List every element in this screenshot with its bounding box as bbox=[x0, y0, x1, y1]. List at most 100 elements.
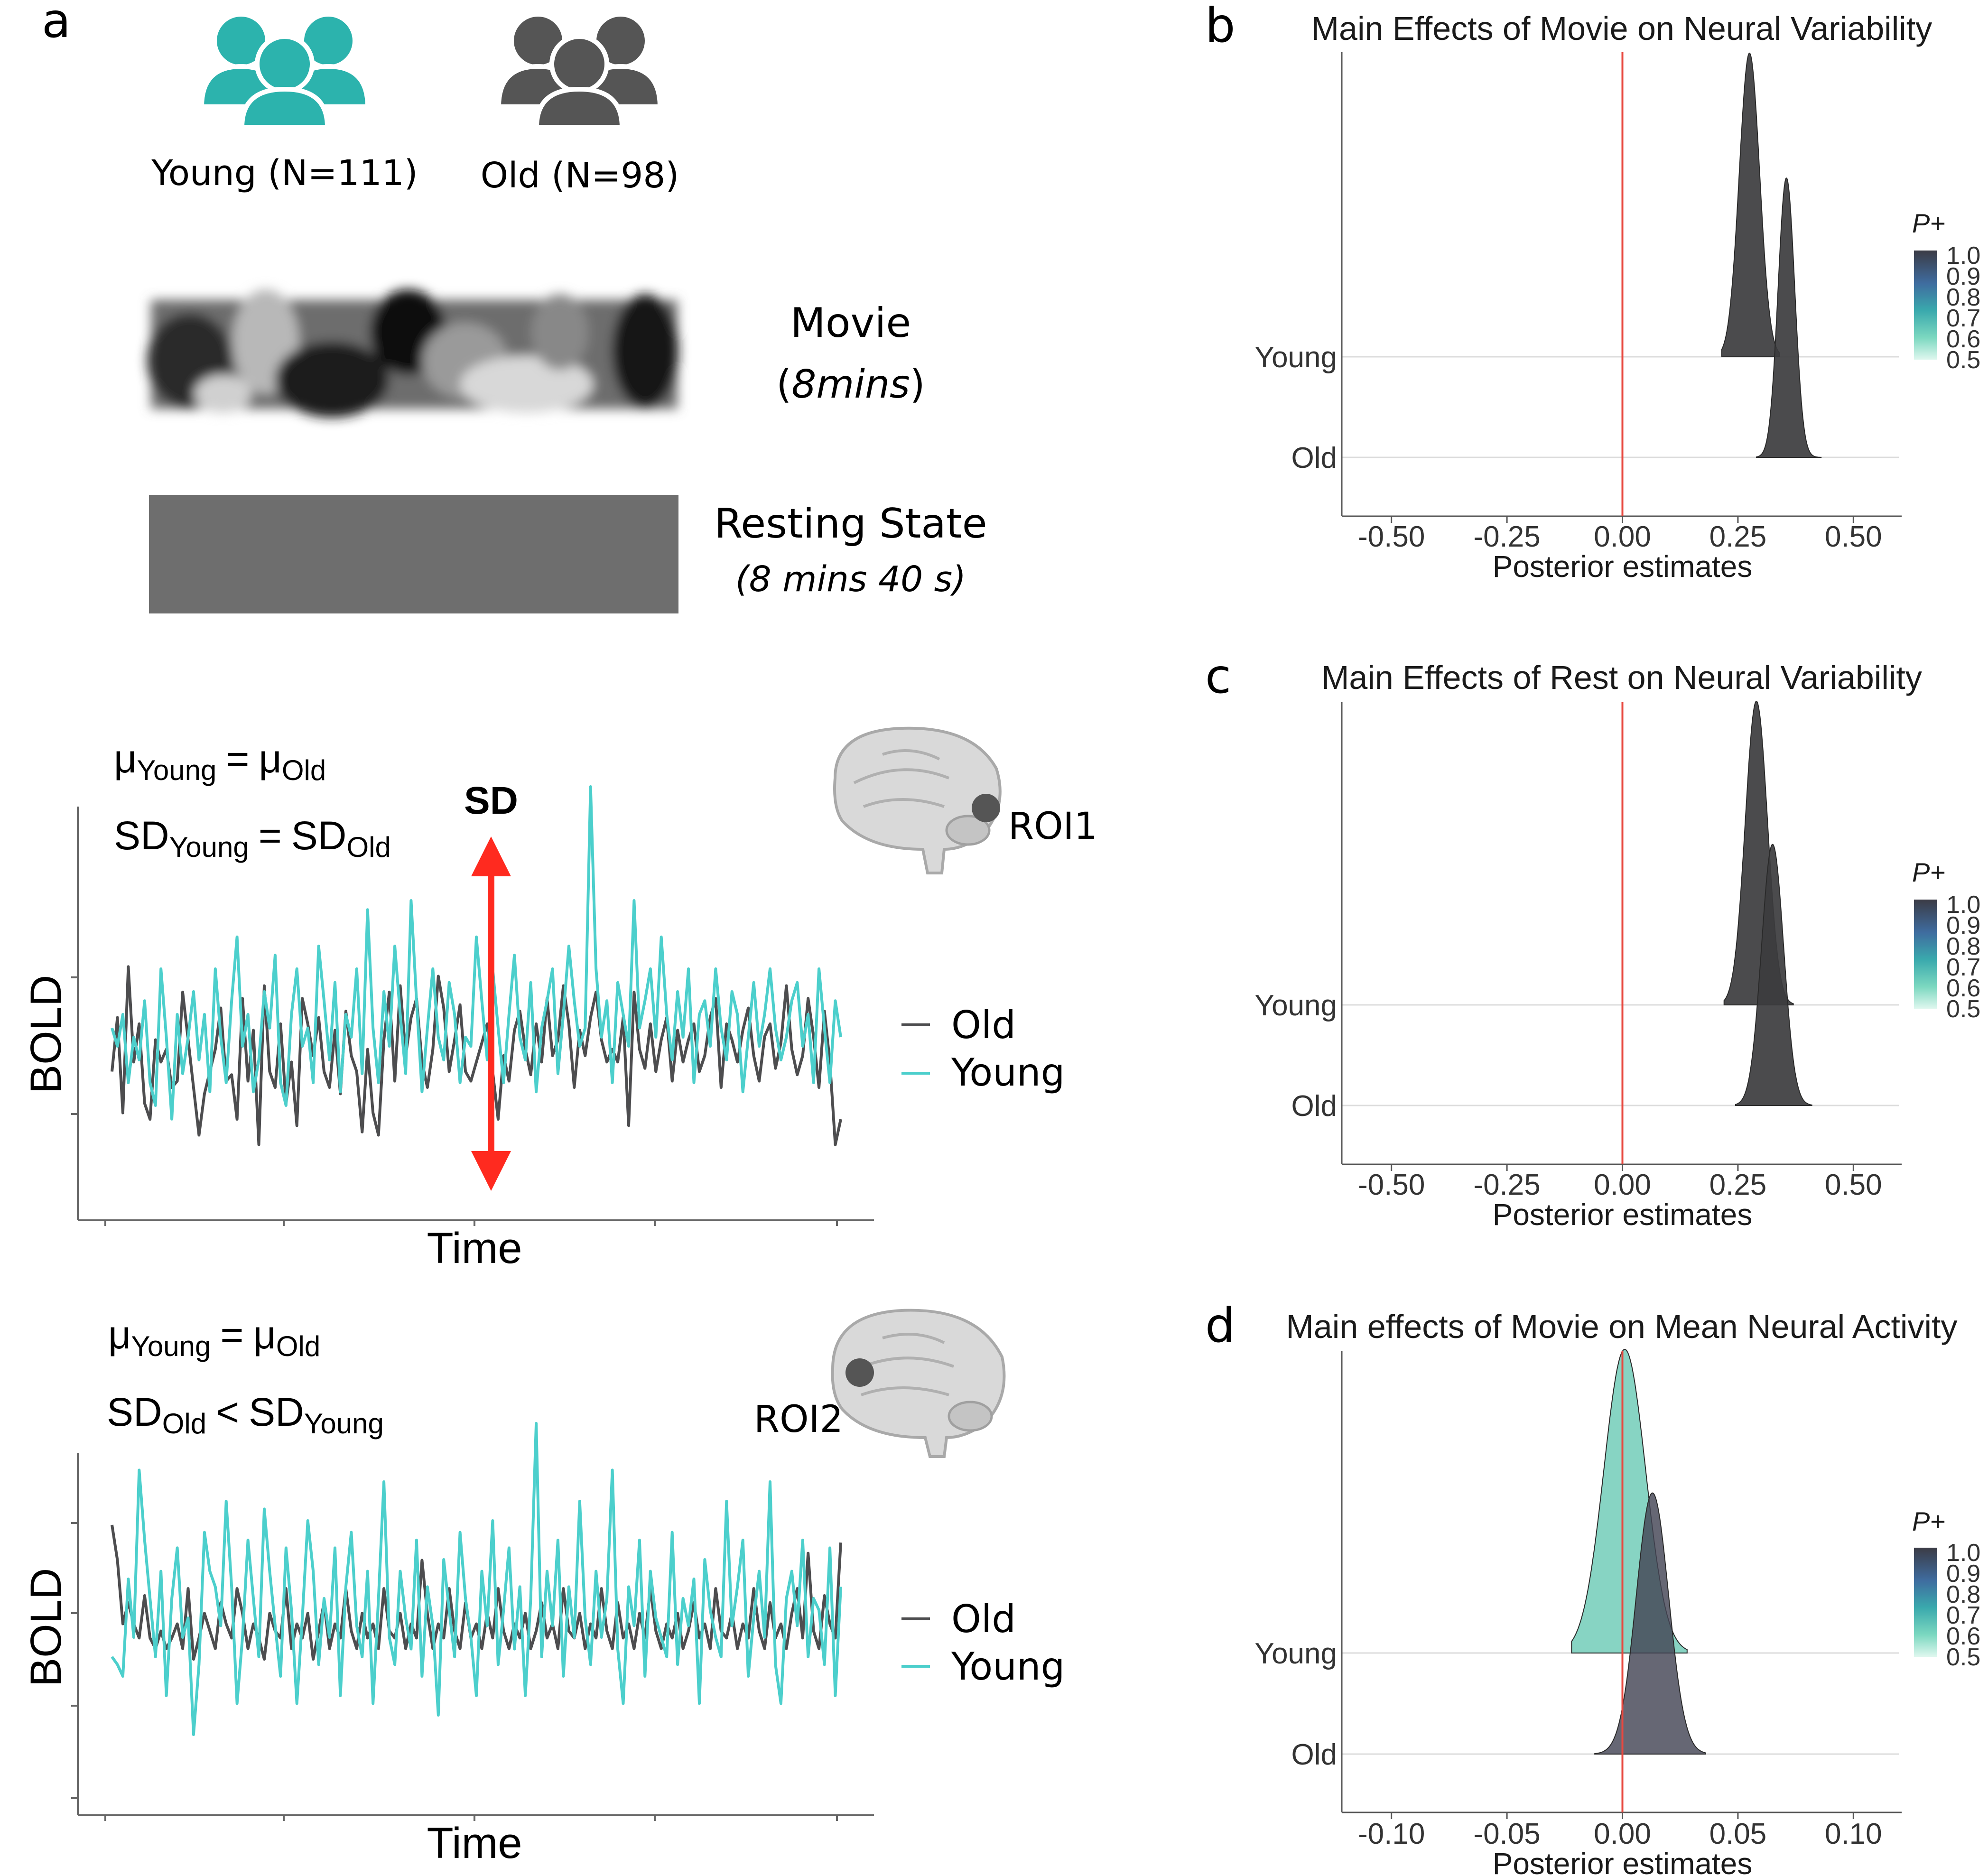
chart-d-ylabel-old: Old bbox=[1291, 1738, 1337, 1771]
roi2-mu-sym-left: μ bbox=[108, 1312, 131, 1357]
roi2-sd-rel: < bbox=[216, 1390, 239, 1434]
roi2-legend-old-label: Old bbox=[951, 1597, 1016, 1641]
roi2-legend-young-label: Young bbox=[951, 1644, 1065, 1689]
chart-d-xlabel: Posterior estimates bbox=[1493, 1847, 1753, 1876]
rest-condition-bar bbox=[149, 495, 678, 613]
chart-d-title: Main effects of Movie on Mean Neural Act… bbox=[1286, 1308, 1958, 1345]
panel-a-letter: a bbox=[42, 0, 71, 48]
chart-d-legend-tick-5: 0.5 bbox=[1946, 1644, 1980, 1671]
chart-d-legend-tick-1: 0.9 bbox=[1946, 1560, 1980, 1588]
roi2-mu-sub-right: Old bbox=[276, 1330, 320, 1362]
chart-b-legend-tick-0: 1.0 bbox=[1946, 242, 1980, 269]
chart-b-xtick-label-3: 0.25 bbox=[1709, 520, 1767, 553]
people-icon-young bbox=[199, 12, 371, 130]
chart-b-ylabel-young: Young bbox=[1254, 341, 1337, 374]
chart-c-density-old bbox=[1735, 844, 1812, 1106]
chart-b-legend-tick-4: 0.6 bbox=[1946, 325, 1980, 353]
roi2-young-line bbox=[111, 1422, 842, 1736]
chart-c-xtick-label-4: 0.50 bbox=[1825, 1169, 1882, 1201]
chart-d-ylabel-young: Young bbox=[1254, 1637, 1337, 1670]
chart-b-legend-tick-3: 0.7 bbox=[1946, 305, 1980, 332]
panel-b: b Main Effects of Movie on Neural Variab… bbox=[1205, 0, 1980, 584]
chart-c-xtick-label-3: 0.25 bbox=[1709, 1169, 1767, 1201]
chart-c-legend-tick-2: 0.8 bbox=[1946, 933, 1980, 960]
chart-c-xtick-label-1: -0.25 bbox=[1473, 1169, 1540, 1201]
chart-b-ylabel-old: Old bbox=[1291, 442, 1337, 474]
chart-b-title: Main Effects of Movie on Neural Variabil… bbox=[1311, 10, 1932, 47]
chart-c-legend-tick-4: 0.6 bbox=[1946, 975, 1980, 1002]
chart-c-xtick-label-0: -0.50 bbox=[1358, 1169, 1425, 1201]
panel-d: d Main effects of Movie on Mean Neural A… bbox=[1205, 1298, 1980, 1876]
group-label-old: Old (N=98) bbox=[481, 155, 679, 196]
chart-b-xtick-label-4: 0.50 bbox=[1825, 520, 1882, 553]
chart-b-density-young bbox=[1721, 52, 1780, 357]
chart-c-ylabel-young: Young bbox=[1254, 989, 1337, 1022]
roi2-xlabel: Time bbox=[427, 1819, 522, 1867]
roi2-sd-right: SD bbox=[249, 1390, 304, 1434]
roi1-mu-sym-right: μ bbox=[259, 736, 281, 781]
chart-d-xtick-label-1: -0.05 bbox=[1473, 1818, 1540, 1850]
chart-d-density-old bbox=[1594, 1492, 1706, 1755]
roi1-mu-sym-left: μ bbox=[114, 736, 137, 781]
chart-b-xtick-label-1: -0.25 bbox=[1473, 520, 1540, 553]
roi2-ylabel: BOLD bbox=[22, 1568, 70, 1687]
brain-icon-roi1 bbox=[833, 726, 1002, 874]
brain-icon-roi2 bbox=[831, 1309, 1006, 1458]
chart-c-legend-tick-0: 1.0 bbox=[1946, 891, 1980, 919]
roi1-sd-left: SD bbox=[114, 813, 169, 858]
chart-c-legend-tick-3: 0.7 bbox=[1946, 954, 1980, 981]
panel-b-letter: b bbox=[1205, 0, 1235, 53]
roi1-sd-sub-right: Old bbox=[346, 831, 390, 863]
roi1-axis-ticks bbox=[71, 976, 838, 1226]
panel-c: c Main Effects of Rest on Neural Variabi… bbox=[1205, 649, 1980, 1232]
chart-b-legend-tick-2: 0.8 bbox=[1946, 284, 1980, 311]
roi1-sd-equation: SDYoung = SDOld bbox=[114, 813, 391, 863]
roi1-mu-equation: μYoung = μOld bbox=[114, 736, 326, 786]
movie-paren-close: ) bbox=[910, 362, 925, 407]
chart-c-legend-tick-5: 0.5 bbox=[1946, 995, 1980, 1023]
ridgeline-chart-c: Main Effects of Rest on Neural Variabili… bbox=[1254, 659, 1980, 1232]
chart-d-xtick-label-0: -0.10 bbox=[1358, 1818, 1425, 1850]
roi1-legend-young-label: Young bbox=[951, 1050, 1065, 1095]
roi2-sd-sub-left: Old bbox=[162, 1408, 206, 1440]
roi1-legend: Old Young bbox=[901, 1003, 1065, 1095]
people-icon-old bbox=[496, 12, 663, 130]
roi1-legend-old-label: Old bbox=[951, 1003, 1016, 1047]
chart-d-xtick-label-2: 0.00 bbox=[1594, 1818, 1651, 1850]
rest-title: Resting State bbox=[714, 500, 987, 548]
ridgeline-chart-b: Main Effects of Movie on Neural Variabil… bbox=[1254, 10, 1980, 584]
chart-c-title: Main Effects of Rest on Neural Variabili… bbox=[1321, 659, 1922, 696]
chart-c-ylabel-old: Old bbox=[1291, 1090, 1337, 1123]
roi1-block: μYoung = μOld SDYoung = SDOld SD ROI1 bbox=[22, 726, 1097, 1272]
chart-b-legend-tick-5: 0.5 bbox=[1946, 346, 1980, 374]
group-label-young: Young (N=111) bbox=[151, 153, 418, 194]
roi2-mu-equation: μYoung = μOld bbox=[108, 1312, 320, 1362]
rest-duration: (8 mins 40 s) bbox=[735, 559, 966, 600]
roi2-sd-left: SD bbox=[107, 1390, 162, 1434]
roi2-mu-eq: = bbox=[220, 1312, 243, 1357]
chart-b-density-old bbox=[1756, 177, 1822, 458]
movie-duration: (8mins) bbox=[776, 362, 925, 407]
roi1-mu-sub-left: Young bbox=[137, 754, 216, 786]
roi2-axis-ticks bbox=[71, 1522, 838, 1821]
chart-d-legend-title: P+ bbox=[1912, 1506, 1945, 1536]
panel-c-letter: c bbox=[1205, 649, 1231, 704]
chart-d-legend-colorbar bbox=[1914, 1548, 1937, 1657]
chart-c-legend-colorbar bbox=[1914, 900, 1937, 1009]
roi2-sd-sub-right: Young bbox=[304, 1408, 384, 1440]
chart-c-xlabel: Posterior estimates bbox=[1493, 1198, 1753, 1232]
chart-b-xlabel: Posterior estimates bbox=[1493, 549, 1753, 584]
chart-d-legend-tick-2: 0.8 bbox=[1946, 1581, 1980, 1608]
roi2-mu-sub-left: Young bbox=[131, 1330, 211, 1362]
movie-duration-value: 8mins bbox=[791, 362, 910, 407]
panel-a: a Young (N=111) Old (N=98) bbox=[22, 0, 1097, 1867]
chart-d-legend-tick-0: 1.0 bbox=[1946, 1539, 1980, 1567]
ridgeline-chart-d: Main effects of Movie on Mean Neural Act… bbox=[1254, 1308, 1980, 1876]
roi1-marker bbox=[972, 794, 1000, 822]
chart-d-legend-tick-3: 0.7 bbox=[1946, 1602, 1980, 1629]
roi1-ylabel: BOLD bbox=[22, 975, 70, 1094]
roi2-marker bbox=[845, 1358, 874, 1387]
chart-d-legend-tick-4: 0.6 bbox=[1946, 1623, 1980, 1650]
roi1-sd-sub-left: Young bbox=[169, 831, 249, 863]
